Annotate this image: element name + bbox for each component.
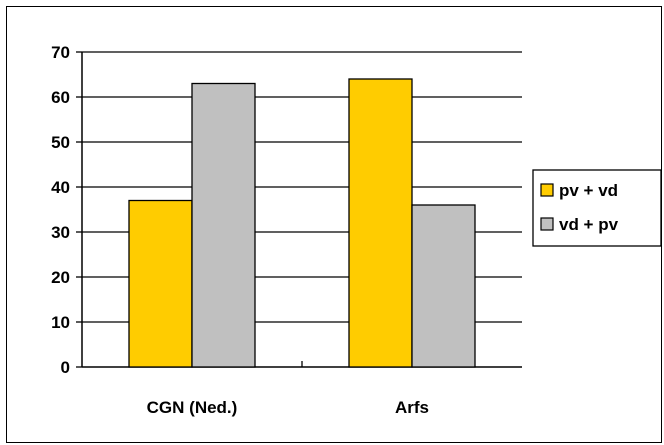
legend-swatch-1	[540, 217, 554, 231]
y-tick-label-30: 30	[51, 223, 70, 242]
bar-vd-pv-Arfs	[411, 204, 476, 368]
y-tick-label-50: 50	[51, 133, 70, 152]
legend-label-1: vd + pv	[559, 215, 619, 234]
bar-pv-vd-CGN-Ned-	[128, 199, 193, 368]
legend-label-0: pv + vd	[559, 181, 618, 200]
bar-pv-vd-Arfs	[348, 78, 413, 368]
y-tick-label-0: 0	[61, 358, 70, 377]
y-tick-label-20: 20	[51, 268, 70, 287]
x-category-labels: CGN (Ned.) Arfs	[147, 398, 429, 417]
legend: pv + vd vd + pv	[532, 169, 662, 247]
x-category-label-1: Arfs	[395, 398, 429, 417]
y-tick-labels: 0 10 20 30 40 50 60 70	[51, 43, 70, 377]
x-category-label-0: CGN (Ned.)	[147, 398, 238, 417]
bar-vd-pv-CGN-Ned-	[191, 82, 256, 368]
legend-box	[532, 169, 662, 247]
y-tick-label-40: 40	[51, 178, 70, 197]
y-tick-label-70: 70	[51, 43, 70, 62]
y-tick-label-10: 10	[51, 313, 70, 332]
y-tick-label-60: 60	[51, 88, 70, 107]
bars	[128, 78, 476, 368]
legend-swatch-0	[540, 183, 554, 197]
